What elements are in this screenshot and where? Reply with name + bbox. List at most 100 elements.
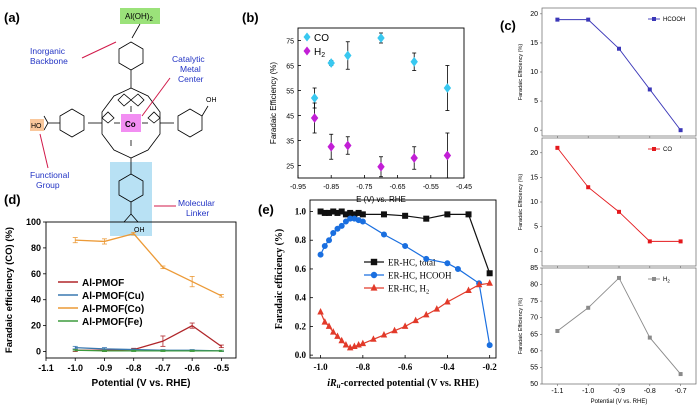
x-tick-label: -1.0 bbox=[313, 362, 328, 372]
label-inorganic: Inorganic Backbone bbox=[30, 46, 68, 66]
ho-label: HO bbox=[31, 123, 42, 130]
legend-label-co: CO bbox=[314, 33, 329, 44]
x-axis-label: iRu-corrected potential (V vs. RHE) bbox=[327, 378, 479, 390]
bond bbox=[130, 213, 139, 223]
y-axis-label: Faradaic Efficiency (%) bbox=[518, 298, 524, 355]
subplot-co: 0 5 10 15 20 Faradaic Efficiency (%) CO bbox=[518, 137, 697, 268]
panel-label-b: (b) bbox=[242, 10, 259, 25]
y-tick-label: 50 bbox=[530, 381, 538, 388]
y-tick-label: 35 bbox=[286, 139, 294, 146]
data-point bbox=[380, 231, 387, 238]
y-tick-label: 0.0 bbox=[295, 350, 307, 360]
data-point-hcooh bbox=[555, 17, 560, 22]
data-point bbox=[334, 225, 341, 232]
data-point-co bbox=[678, 239, 683, 244]
data-point bbox=[326, 237, 333, 244]
x-tick-label: -1.1 bbox=[38, 363, 54, 373]
chart-d: -1.1 -1.0 -0.9 -0.8 -0.7 -0.6 -0.5 0 20 40 60 80 100… bbox=[4, 217, 237, 389]
legend-label-hcooh: HCOOH bbox=[663, 17, 685, 23]
y-tick-label: 75 bbox=[286, 39, 294, 46]
x-tick-label: -0.8 bbox=[356, 362, 371, 372]
data-point bbox=[338, 336, 345, 344]
x-tick-label: -0.8 bbox=[126, 363, 142, 373]
x-axis-label: Potential (V vs. RHE) bbox=[591, 399, 648, 405]
bond bbox=[123, 213, 132, 223]
data-point bbox=[330, 230, 337, 237]
data-point-h2 bbox=[647, 335, 652, 340]
data-point bbox=[433, 305, 441, 312]
legend-label: ER-HC, HCOOH bbox=[388, 271, 452, 281]
y-tick-label: 70 bbox=[530, 315, 538, 322]
y-tick-label: 100 bbox=[26, 217, 41, 227]
x-axis-label: E (V) vs. RHE bbox=[356, 195, 406, 204]
data-point bbox=[325, 322, 333, 329]
y-tick-label: 10 bbox=[530, 69, 538, 76]
chart-b: -0.95 -0.85 -0.75 -0.65 -0.55 -0.45 25 35 45 55 65… bbox=[269, 27, 472, 204]
data-point bbox=[401, 322, 409, 329]
arrow-inorganic bbox=[81, 41, 117, 59]
y-tick-label: 1.0 bbox=[295, 206, 307, 216]
label-linker: Molecular Linker bbox=[178, 198, 215, 218]
data-point bbox=[454, 265, 461, 272]
data-point bbox=[423, 255, 430, 262]
al-oh-label: Al(OH)2 bbox=[125, 12, 153, 23]
data-point-h2 bbox=[586, 305, 591, 310]
subplot-h2: 50 55 60 65 70 75 80 85 -1.1 -1.0 -0.9 -0.8 -0.7 Fara… bbox=[518, 265, 697, 395]
legend-label: Al-PMOF bbox=[82, 278, 124, 289]
data-point-co bbox=[617, 209, 622, 214]
bond bbox=[201, 105, 209, 117]
label-catalytic: Catalytic Metal Center bbox=[172, 54, 205, 84]
legend-marker bbox=[652, 146, 657, 151]
arrow-functional bbox=[39, 133, 49, 169]
legend-label: Al-PMOF(Co) bbox=[82, 304, 144, 315]
data-point-h2 bbox=[377, 161, 385, 172]
metal-label: Co bbox=[125, 120, 136, 129]
x-tick-label: -0.65 bbox=[390, 184, 406, 191]
data-point bbox=[465, 286, 472, 293]
series-line-h2 bbox=[557, 277, 681, 375]
phenyl-left bbox=[59, 108, 85, 138]
legend-marker bbox=[370, 283, 378, 291]
y-tick-label: 0 bbox=[36, 347, 41, 357]
y-tick-label: 75 bbox=[530, 298, 538, 305]
y-axis-label: Faradaic efficiency (%) bbox=[274, 229, 285, 330]
x-tick-label: -0.5 bbox=[214, 363, 230, 373]
x-axis-label: Potential (V vs. RHE) bbox=[92, 378, 191, 389]
data-point-hcooh bbox=[617, 46, 622, 51]
data-point bbox=[402, 212, 409, 219]
label-functional: Functional Group bbox=[30, 170, 69, 190]
data-point bbox=[444, 297, 451, 305]
data-point bbox=[342, 218, 349, 225]
legend-marker bbox=[370, 271, 378, 279]
y-tick-label: 15 bbox=[530, 40, 538, 47]
legend-marker bbox=[303, 32, 311, 42]
legend-marker bbox=[652, 276, 657, 281]
x-tick-label: -0.8 bbox=[644, 388, 656, 395]
x-tick-label: -0.45 bbox=[456, 184, 472, 191]
data-point bbox=[391, 326, 398, 334]
data-point bbox=[444, 211, 451, 218]
data-point bbox=[359, 339, 367, 347]
data-point bbox=[486, 342, 493, 349]
data-point-co bbox=[344, 50, 352, 61]
oh-bottom-label: OH bbox=[134, 227, 145, 234]
y-tick-label: 55 bbox=[530, 364, 538, 371]
y-tick-label: 45 bbox=[286, 114, 294, 121]
data-point bbox=[486, 279, 493, 286]
data-point-h2 bbox=[344, 140, 352, 151]
y-tick-label: 0.8 bbox=[295, 235, 307, 245]
data-point-hcooh bbox=[647, 87, 652, 92]
data-point-co bbox=[586, 185, 591, 190]
y-tick-label: 15 bbox=[530, 174, 538, 181]
data-point-hcooh bbox=[678, 128, 683, 133]
x-tick-label: -0.7 bbox=[155, 363, 171, 373]
data-point bbox=[359, 218, 366, 225]
data-point bbox=[330, 328, 337, 335]
y-tick-label: 10 bbox=[530, 199, 538, 206]
x-tick-label: -0.55 bbox=[423, 184, 439, 191]
legend-label: ER-HC, total bbox=[388, 258, 436, 268]
data-point-co bbox=[410, 56, 418, 67]
data-point-hcooh bbox=[586, 17, 591, 22]
y-tick-label: 0.4 bbox=[295, 293, 307, 303]
y-tick-label: 0 bbox=[534, 127, 538, 134]
